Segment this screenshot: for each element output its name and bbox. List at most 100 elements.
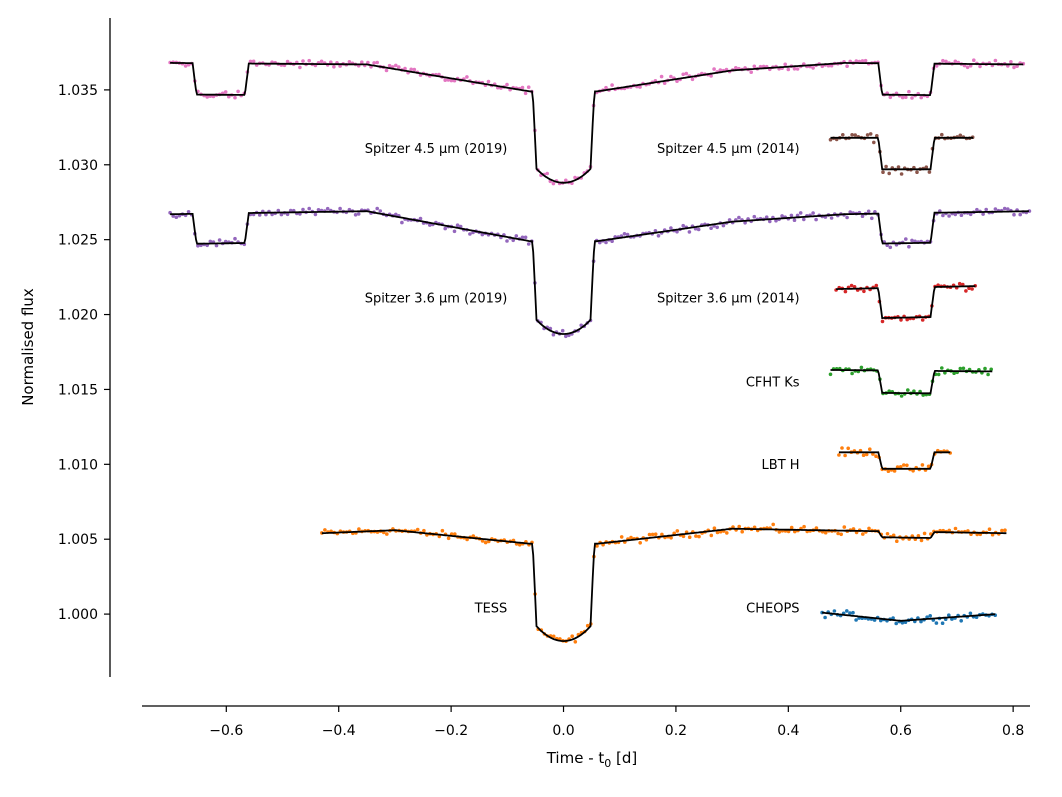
- data-point: [471, 534, 476, 538]
- data-point: [511, 238, 515, 243]
- data-point: [570, 634, 574, 638]
- model-cfht-ks: [830, 369, 993, 395]
- data-point: [483, 540, 488, 545]
- data-point: [846, 446, 850, 451]
- data-point: [870, 216, 874, 221]
- data-point: [912, 389, 916, 394]
- data-point: [208, 239, 213, 244]
- data-point: [675, 229, 679, 234]
- data-point: [959, 213, 964, 217]
- data-point: [823, 615, 827, 620]
- data-point: [986, 372, 990, 377]
- data-point: [523, 91, 528, 96]
- data-point: [888, 95, 893, 100]
- data-point: [573, 175, 577, 180]
- x-tick-label: 0.6: [890, 723, 912, 739]
- data-point: [264, 212, 268, 217]
- data-point: [1002, 206, 1007, 211]
- data-point: [514, 234, 519, 238]
- data-point: [911, 469, 915, 473]
- data-point: [907, 244, 911, 249]
- data-point: [715, 530, 720, 535]
- data-point: [922, 531, 927, 536]
- data-point: [712, 67, 716, 71]
- data-point: [896, 165, 901, 169]
- data-point: [862, 289, 866, 294]
- data-point: [604, 240, 608, 245]
- data-point: [183, 64, 188, 68]
- data-point: [307, 206, 312, 211]
- data-point: [828, 137, 833, 142]
- annotation-spitzer-3-6-m-2019: Spitzer 3.6 μm (2019): [365, 292, 508, 307]
- y-tick-label: 1.035: [58, 83, 98, 99]
- data-point: [900, 95, 905, 100]
- data-point: [669, 74, 673, 79]
- data-point: [874, 283, 879, 288]
- data-point: [740, 529, 744, 534]
- data-point: [789, 525, 794, 530]
- annotation-lbt-h: LBT H: [762, 458, 800, 473]
- data-point: [205, 95, 209, 99]
- data-point: [981, 212, 985, 216]
- data-point: [886, 469, 891, 474]
- data-point: [972, 58, 976, 62]
- data-point: [880, 319, 885, 324]
- data-point: [453, 532, 457, 536]
- data-point: [415, 527, 420, 532]
- data-point: [629, 535, 633, 540]
- data-point: [928, 614, 932, 618]
- data-point: [610, 239, 614, 243]
- data-point: [681, 534, 686, 539]
- data-point: [832, 609, 837, 613]
- data-point: [900, 621, 905, 625]
- x-tick-label: −0.4: [322, 723, 356, 739]
- data-point: [233, 95, 237, 100]
- data-point: [865, 133, 870, 137]
- data-point: [595, 544, 599, 548]
- data-point: [564, 334, 568, 339]
- data-point: [843, 289, 848, 294]
- data-point: [573, 640, 578, 644]
- data-point: [385, 532, 389, 536]
- data-point: [843, 453, 847, 458]
- model-spitzer-4-5-m-2014: [830, 136, 974, 171]
- data-point: [696, 227, 701, 232]
- data-point: [526, 242, 531, 246]
- annotation-cheops: CHEOPS: [746, 602, 799, 617]
- data-point: [638, 85, 642, 89]
- model-spitzer-4-5-m-2019: [170, 62, 1024, 184]
- data-point: [891, 616, 895, 620]
- data-point: [366, 60, 370, 65]
- data-point: [958, 133, 963, 138]
- model-spitzer-3-6-m-2014: [836, 285, 976, 320]
- data-point: [899, 318, 903, 322]
- data-point: [659, 74, 664, 79]
- data-point: [953, 526, 958, 531]
- data-point: [662, 81, 667, 85]
- model-lbt-h: [838, 451, 951, 470]
- data-point: [783, 62, 787, 67]
- data-point: [551, 634, 556, 639]
- data-point: [690, 77, 695, 82]
- y-tick-label: 1.015: [58, 382, 98, 398]
- data-point: [338, 206, 342, 211]
- data-point: [968, 212, 973, 217]
- data-point: [725, 531, 729, 535]
- x-axis-label-main: Time - t: [546, 749, 605, 767]
- data-point: [394, 212, 398, 217]
- data-point: [845, 609, 849, 613]
- data-point: [251, 59, 256, 64]
- data-points-layer: [168, 58, 1032, 644]
- data-point: [989, 367, 993, 372]
- data-point: [864, 452, 869, 457]
- data-point: [276, 208, 281, 213]
- data-point: [983, 366, 987, 371]
- data-point: [560, 328, 565, 333]
- data-point: [849, 283, 854, 288]
- data-point: [851, 610, 855, 615]
- data-point: [957, 281, 962, 286]
- data-point: [802, 524, 806, 529]
- data-point: [978, 64, 982, 69]
- data-point: [885, 532, 890, 536]
- data-point: [681, 223, 685, 228]
